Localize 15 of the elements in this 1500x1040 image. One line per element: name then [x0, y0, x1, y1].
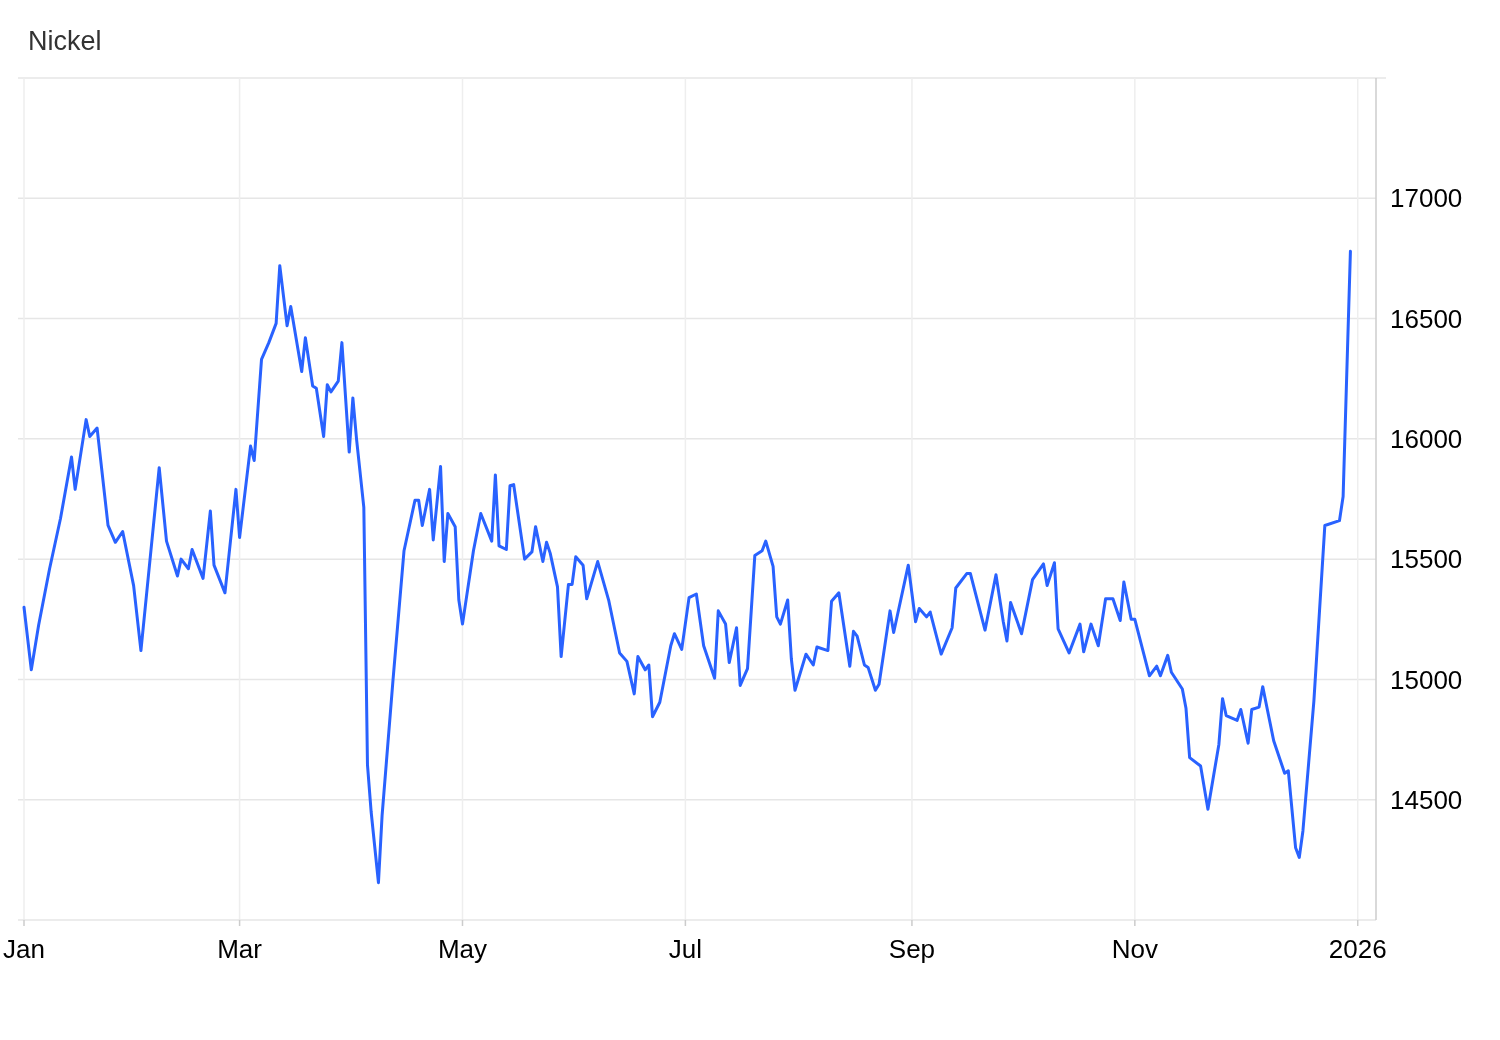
y-tick-label: 15500: [1390, 544, 1463, 575]
y-tick-label: 14500: [1390, 784, 1463, 815]
x-tick-label: Jul: [668, 934, 703, 964]
x-tick-label: Sep: [888, 934, 936, 964]
y-tick-label: 16500: [1390, 303, 1463, 334]
x-tick-label: Nov: [1111, 934, 1158, 964]
x-tick-label: 2026: [1328, 934, 1387, 964]
y-tick-label: 16000: [1390, 423, 1463, 454]
x-tick-label: Jan: [3, 934, 45, 964]
x-tick-label: May: [437, 934, 488, 964]
y-tick-label: 17000: [1390, 183, 1463, 214]
y-tick-label: 15000: [1390, 664, 1463, 695]
x-tick-label: Mar: [217, 934, 263, 964]
line-series: [22, 249, 1352, 885]
chart-title: Nickel: [28, 26, 102, 56]
